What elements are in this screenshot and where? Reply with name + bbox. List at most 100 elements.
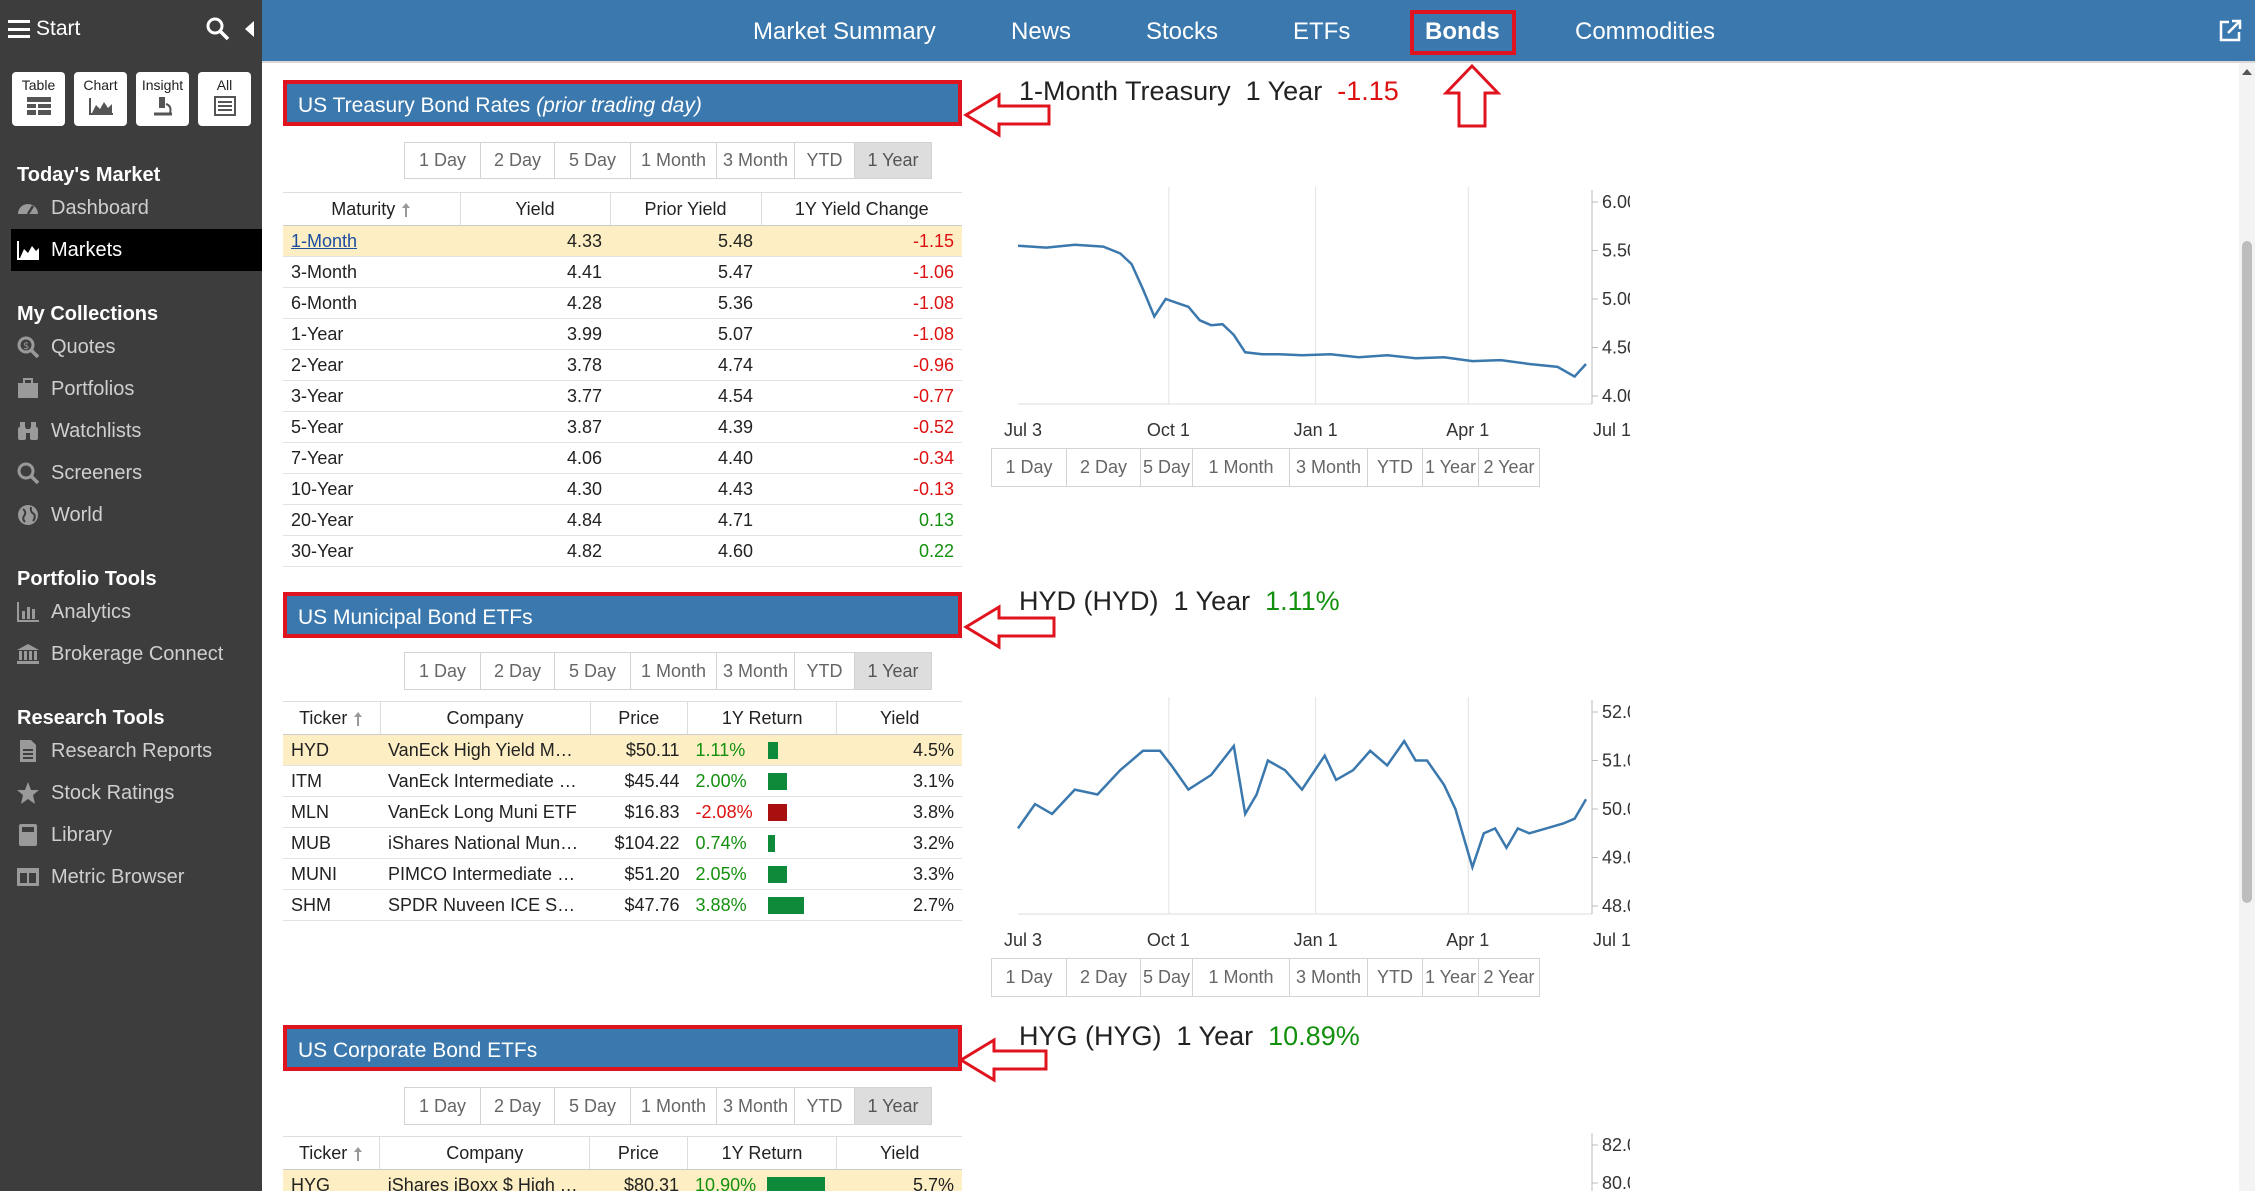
sidebar-item-brokerage-connect[interactable]: Brokerage Connect [0, 633, 262, 675]
range-1-year[interactable]: 1 Year [854, 653, 931, 689]
tab-commodities[interactable]: Commodities [1575, 18, 1716, 45]
range-1-month[interactable]: 1 Month [630, 143, 716, 178]
range-5-day[interactable]: 5 Day [554, 143, 630, 178]
table-row[interactable]: MUB iShares National Muni … $104.22 0.74% 3.… [283, 827, 962, 859]
range-1-year[interactable]: 1 Year [854, 1088, 931, 1124]
maturity-cell[interactable]: 1-Month [283, 225, 460, 257]
col-price[interactable]: Price [590, 701, 689, 735]
range-2-day[interactable]: 2 Day [480, 1088, 554, 1124]
sidebar-item-research-reports[interactable]: Research Reports [0, 730, 262, 772]
range-1-day[interactable]: 1 Day [418, 660, 467, 681]
page-scrollbar[interactable] [2239, 63, 2255, 1191]
range-ytd[interactable]: YTD [794, 143, 854, 178]
range-3-month[interactable]: 3 Month [1289, 449, 1367, 486]
range-1-day[interactable]: 1 Day [1005, 967, 1053, 987]
table-row[interactable]: 6-Month 4.28 5.36 -1.08 [283, 287, 962, 319]
table-row[interactable]: 5-Year 3.87 4.39 -0.52 [283, 411, 962, 443]
table-row[interactable]: 2-Year 3.78 4.74 -0.96 [283, 349, 962, 381]
col-ticker[interactable]: Ticker [283, 701, 381, 735]
range-3-month[interactable]: 3 Month [716, 1088, 794, 1124]
range-1-day[interactable]: 1 Day [1005, 457, 1053, 477]
col-1y-return[interactable]: 1Y Return [687, 1136, 838, 1170]
col-yield[interactable]: Yield [836, 701, 962, 735]
table-row[interactable]: 7-Year 4.06 4.40 -0.34 [283, 442, 962, 474]
range-3-month[interactable]: 3 Month [1289, 959, 1367, 996]
menu-icon[interactable] [8, 20, 30, 38]
sidebar-item-metric-browser[interactable]: Metric Browser [0, 856, 262, 898]
tab-stocks[interactable]: Stocks [1146, 18, 1219, 45]
col-yield[interactable]: Yield [460, 192, 611, 226]
range-1-month[interactable]: 1 Month [630, 653, 716, 689]
col-yield[interactable]: Yield [836, 1136, 962, 1170]
view-chart-button[interactable]: Chart [74, 72, 127, 126]
table-row[interactable]: HYG iShares iBoxx $ High Yi… $80.31 10.90% 5… [283, 1169, 962, 1191]
view-table-button[interactable]: Table [12, 72, 65, 126]
range-2-day[interactable]: 2 Day [480, 143, 554, 178]
col-maturity[interactable]: Maturity [283, 192, 461, 226]
table-row[interactable]: 1-Year 3.99 5.07 -1.08 [283, 318, 962, 350]
table-row[interactable]: 20-Year 4.84 4.71 0.13 [283, 504, 962, 536]
table-row[interactable]: 10-Year 4.30 4.43 -0.13 [283, 473, 962, 505]
range-1-month[interactable]: 1 Month [630, 1088, 716, 1124]
sidebar-item-portfolios[interactable]: Portfolios [0, 368, 262, 410]
sidebar-item-stock-ratings[interactable]: Stock Ratings [0, 772, 262, 814]
range-3-month[interactable]: 3 Month [716, 143, 794, 178]
range-1-day[interactable]: 1 Day [418, 1095, 467, 1116]
sidebar-item-library[interactable]: Library [0, 814, 262, 856]
range-ytd[interactable]: YTD [1367, 449, 1422, 486]
col-company[interactable]: Company [380, 701, 591, 735]
range-1-month[interactable]: 1 Month [1192, 449, 1289, 486]
table-row[interactable]: 3-Month 4.41 5.47 -1.06 [283, 256, 962, 288]
sidebar-item-analytics[interactable]: Analytics [0, 591, 262, 633]
sidebar-item-markets[interactable]: Markets [11, 229, 262, 271]
view-insight-button[interactable]: Insight [136, 72, 189, 126]
external-link-icon[interactable] [2217, 18, 2243, 44]
col-ticker[interactable]: Ticker [283, 1136, 381, 1170]
range-ytd[interactable]: YTD [794, 1088, 854, 1124]
range-2-day[interactable]: 2 Day [1066, 449, 1140, 486]
range-5-day[interactable]: 5 Day [554, 653, 630, 689]
range-1-month[interactable]: 1 Month [1192, 959, 1289, 996]
col-price[interactable]: Price [589, 1136, 688, 1170]
col-company[interactable]: Company [379, 1136, 591, 1170]
range-ytd[interactable]: YTD [794, 653, 854, 689]
col-1y-return[interactable]: 1Y Return [687, 701, 838, 735]
table-row[interactable]: 3-Year 3.77 4.54 -0.77 [283, 380, 962, 412]
search-icon[interactable] [205, 16, 231, 42]
table-row[interactable]: SHM SPDR Nuveen ICE Sho… $47.76 3.88% 2.7% [283, 889, 962, 921]
tab-etfs[interactable]: ETFs [1293, 18, 1351, 45]
range-2-day[interactable]: 2 Day [1066, 959, 1140, 996]
sidebar-item-quotes[interactable]: $ Quotes [0, 326, 262, 368]
range-1-day[interactable]: 1 Day [418, 150, 467, 170]
col-prior-yield[interactable]: Prior Yield [610, 192, 762, 226]
sidebar-item-watchlists[interactable]: Watchlists [0, 410, 262, 452]
tab-market-summary[interactable]: Market Summary [753, 18, 936, 45]
range-2-day[interactable]: 2 Day [480, 653, 554, 689]
tab-news[interactable]: News [1011, 18, 1072, 45]
range-5-day[interactable]: 5 Day [554, 1088, 630, 1124]
sidebar-item-screeners[interactable]: Screeners [0, 452, 262, 494]
range-1-year[interactable]: 1 Year [1422, 449, 1478, 486]
scrollbar-thumb[interactable] [2242, 241, 2252, 903]
range-3-month[interactable]: 3 Month [716, 653, 794, 689]
range-2-year[interactable]: 2 Year [1478, 959, 1539, 996]
range-1-year[interactable]: 1 Year [1422, 959, 1478, 996]
table-row[interactable]: HYD VanEck High Yield Muni… $50.11 1.11% 4.5… [283, 734, 962, 766]
range-1-year[interactable]: 1 Year [854, 143, 931, 178]
col-yield-change[interactable]: 1Y Yield Change [761, 192, 962, 226]
sidebar-item-dashboard[interactable]: Dashboard [0, 187, 262, 229]
scroll-up-icon[interactable] [2242, 69, 2252, 75]
table-row[interactable]: ITM VanEck Intermediate M… $45.44 2.00% 3.1% [283, 765, 962, 797]
range-2-year[interactable]: 2 Year [1478, 449, 1539, 486]
table-row[interactable]: MLN VanEck Long Muni ETF $16.83 -2.08% 3.8% [283, 796, 962, 828]
table-row[interactable]: 1-Month 4.33 5.48 -1.15 [283, 225, 962, 257]
table-row[interactable]: MUNI PIMCO Intermediate M… $51.20 2.05% 3.3% [283, 858, 962, 890]
range-5-day[interactable]: 5 Day [1140, 959, 1192, 996]
table-row[interactable]: 30-Year 4.82 4.60 0.22 [283, 535, 962, 567]
start-label[interactable]: Start [36, 17, 81, 40]
tab-bonds[interactable]: Bonds [1425, 18, 1500, 45]
range-ytd[interactable]: YTD [1367, 959, 1422, 996]
range-5-day[interactable]: 5 Day [1140, 449, 1192, 486]
sidebar-item-world[interactable]: World [0, 494, 262, 536]
view-all-button[interactable]: All [198, 72, 251, 126]
